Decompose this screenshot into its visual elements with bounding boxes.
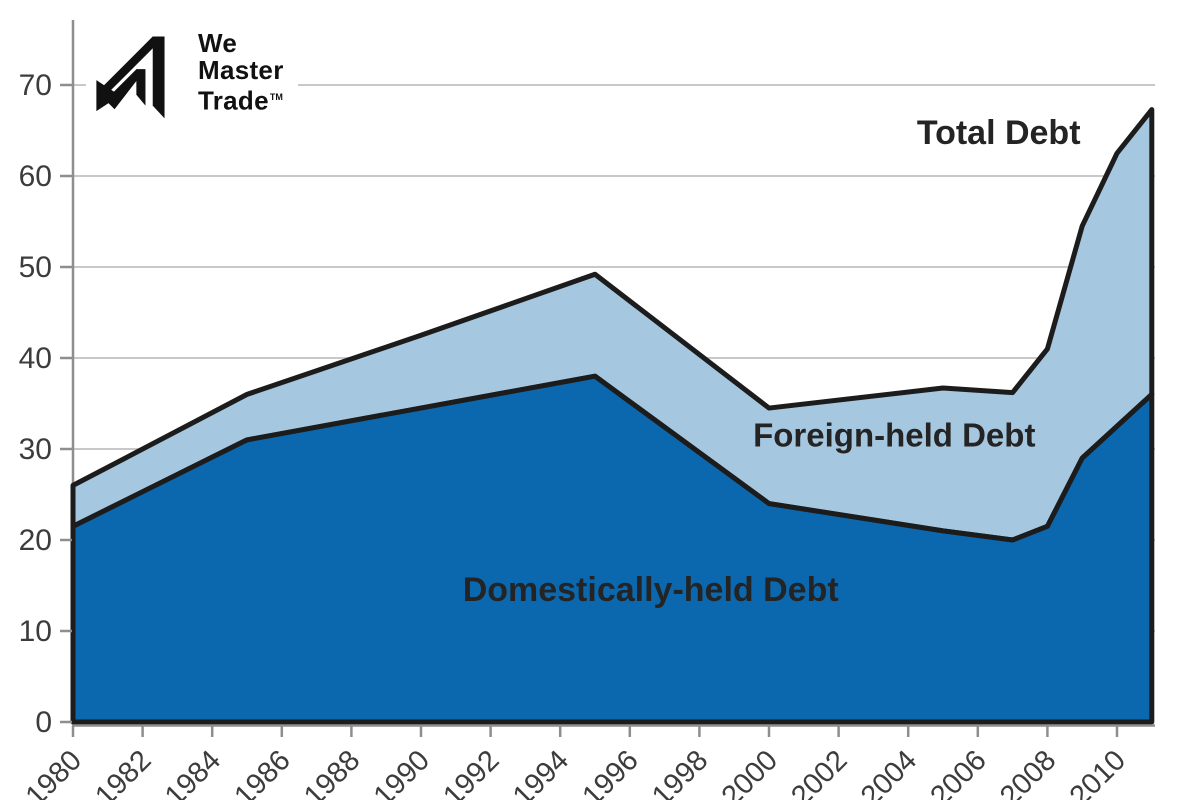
x-tick-label-1992: 1992 — [437, 744, 505, 800]
stacked-areas — [70, 107, 1155, 725]
x-tick-label-1980: 1980 — [20, 744, 88, 800]
y-tick-label-70: 70 — [19, 69, 52, 102]
x-tick-label-1984: 1984 — [159, 744, 227, 800]
x-tick-label-2002: 2002 — [785, 744, 853, 800]
series-annotations: Total Debt Foreign-held Debt Domestically-… — [463, 114, 1081, 609]
y-tick-label-40: 40 — [19, 342, 52, 375]
x-tick-label-1990: 1990 — [368, 744, 436, 800]
x-tick-label-2008: 2008 — [994, 744, 1062, 800]
y-tick-label-60: 60 — [19, 160, 52, 193]
y-tick-label-20: 20 — [19, 524, 52, 557]
logo-word-trade: TradeTM — [198, 85, 283, 116]
x-tick-label-1996: 1996 — [577, 744, 645, 800]
annotation-total-debt: Total Debt — [917, 114, 1081, 152]
logo-word-we: We — [198, 27, 238, 58]
logo-arrow-icon — [96, 36, 165, 119]
trademark-symbol: TM — [269, 91, 283, 102]
logo-word-master: Master — [198, 54, 284, 85]
x-tick-label-1986: 1986 — [229, 744, 297, 800]
x-tick-label-2000: 2000 — [716, 744, 784, 800]
x-tick-label-1998: 1998 — [646, 744, 714, 800]
x-tick-label-1988: 1988 — [298, 744, 366, 800]
domestically-held-debt-area — [70, 373, 1155, 725]
annotation-foreign-held-debt: Foreign-held Debt — [753, 416, 1035, 453]
y-tick-label-30: 30 — [19, 433, 52, 466]
annotation-domestically-held-debt: Domestically-held Debt — [463, 571, 839, 609]
x-tick-label-1994: 1994 — [507, 744, 575, 800]
x-axis-line-and-ticks — [60, 83, 1155, 737]
logo-we-master-trade: We Master TradeTM — [86, 14, 298, 130]
y-tick-label-50: 50 — [19, 251, 52, 284]
x-tick-label-2006: 2006 — [925, 744, 993, 800]
x-tick-label-2010: 2010 — [1064, 744, 1132, 800]
x-tick-label-1982: 1982 — [89, 744, 157, 800]
logo-wordmark: We Master TradeTM — [198, 27, 284, 116]
y-tick-label-10: 10 — [19, 615, 52, 648]
x-tick-label-2004: 2004 — [855, 744, 923, 800]
y-tick-label-0: 0 — [35, 706, 52, 739]
